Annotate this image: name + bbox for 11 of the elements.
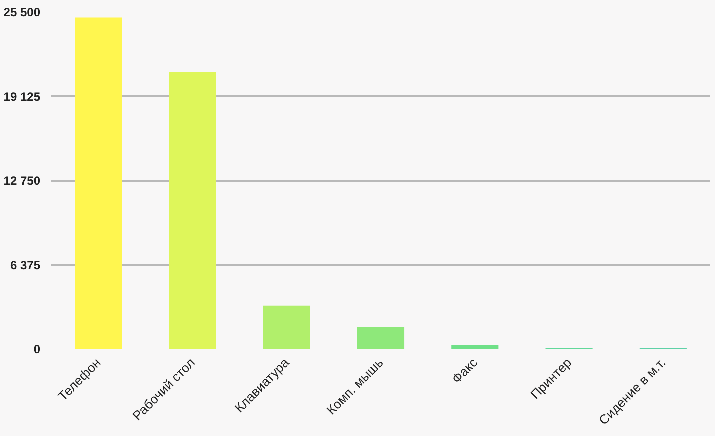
bar <box>169 72 216 350</box>
y-tick-label: 12 750 <box>4 174 41 188</box>
x-tick-label: Факс <box>449 354 481 387</box>
y-tick-label: 0 <box>34 342 41 356</box>
bar <box>357 327 405 350</box>
bar <box>75 18 122 350</box>
y-tick-label: 25 500 <box>4 6 41 20</box>
bar <box>452 346 499 350</box>
y-tick-label: 19 125 <box>4 90 41 104</box>
bar <box>263 306 310 350</box>
y-tick-label: 6 375 <box>10 258 41 272</box>
